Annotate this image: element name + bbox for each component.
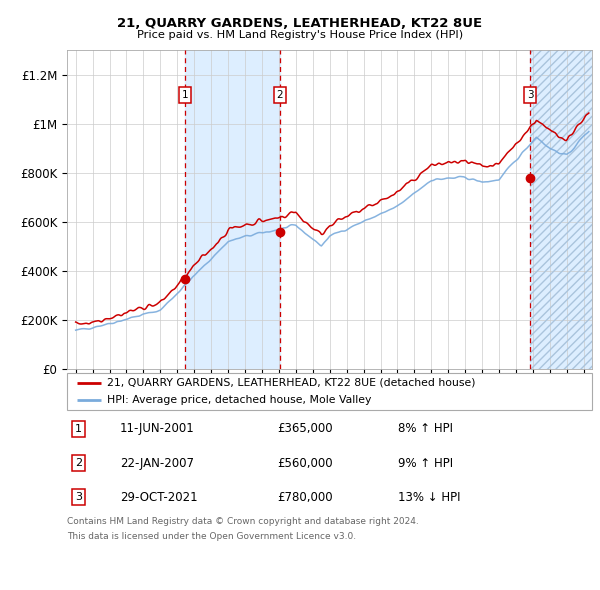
Text: 3: 3 <box>527 90 533 100</box>
Text: 29-OCT-2021: 29-OCT-2021 <box>120 491 197 504</box>
Text: Contains HM Land Registry data © Crown copyright and database right 2024.: Contains HM Land Registry data © Crown c… <box>67 517 419 526</box>
Text: 9% ↑ HPI: 9% ↑ HPI <box>398 457 453 470</box>
Bar <box>530 50 592 369</box>
Text: 22-JAN-2007: 22-JAN-2007 <box>120 457 194 470</box>
Text: 1: 1 <box>181 90 188 100</box>
Text: 11-JUN-2001: 11-JUN-2001 <box>120 422 194 435</box>
Text: £560,000: £560,000 <box>277 457 333 470</box>
Text: 21, QUARRY GARDENS, LEATHERHEAD, KT22 8UE: 21, QUARRY GARDENS, LEATHERHEAD, KT22 8U… <box>118 17 482 30</box>
Bar <box>530 50 592 369</box>
Text: 1: 1 <box>75 424 82 434</box>
FancyBboxPatch shape <box>67 373 592 410</box>
Text: 2: 2 <box>277 90 283 100</box>
Text: This data is licensed under the Open Government Licence v3.0.: This data is licensed under the Open Gov… <box>67 532 356 540</box>
Text: 13% ↓ HPI: 13% ↓ HPI <box>398 491 460 504</box>
Text: 8% ↑ HPI: 8% ↑ HPI <box>398 422 453 435</box>
Text: Price paid vs. HM Land Registry's House Price Index (HPI): Price paid vs. HM Land Registry's House … <box>137 30 463 40</box>
Text: 21, QUARRY GARDENS, LEATHERHEAD, KT22 8UE (detached house): 21, QUARRY GARDENS, LEATHERHEAD, KT22 8U… <box>107 378 475 388</box>
Bar <box>185 50 280 369</box>
Text: 2: 2 <box>75 458 82 468</box>
Text: HPI: Average price, detached house, Mole Valley: HPI: Average price, detached house, Mole… <box>107 395 371 405</box>
Text: 3: 3 <box>75 493 82 502</box>
Text: £365,000: £365,000 <box>277 422 333 435</box>
Text: £780,000: £780,000 <box>277 491 333 504</box>
